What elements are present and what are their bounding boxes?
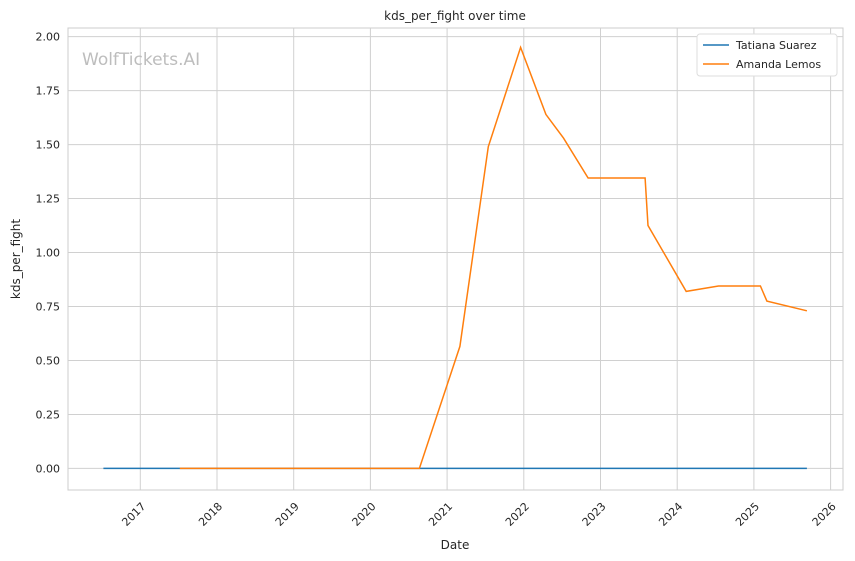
- y-tick-label: 0.25: [36, 408, 61, 421]
- plot-area: [67, 27, 844, 491]
- x-tick-label: 2020: [350, 500, 379, 529]
- x-axis-label: Date: [441, 538, 470, 552]
- x-tick-label: 2024: [656, 500, 685, 529]
- legend: Tatiana Suarez Amanda Lemos: [696, 33, 838, 77]
- x-tick-label: 2022: [503, 500, 532, 529]
- x-tick-label: 2021: [426, 500, 455, 529]
- series-line-1: [179, 45, 808, 470]
- x-tick-label: 2026: [810, 500, 839, 529]
- y-tick-label: 1.00: [36, 247, 61, 260]
- y-tick-label: 1.75: [36, 85, 61, 98]
- y-tick-label: 0.00: [36, 462, 61, 475]
- x-tick-label: 2023: [580, 500, 609, 529]
- x-tick-label: 2017: [119, 500, 148, 529]
- x-tick-label: 2018: [196, 500, 225, 529]
- y-tick-label: 1.50: [36, 139, 61, 152]
- y-tick-label: 1.25: [36, 193, 61, 206]
- y-tick-label: 0.75: [36, 300, 61, 313]
- x-tick-label: 2019: [273, 500, 302, 529]
- x-tick-label: 2025: [733, 500, 762, 529]
- chart-title: kds_per_fight over time: [384, 9, 526, 23]
- y-tick-label: 0.50: [36, 354, 61, 367]
- legend-label-tatiana: Tatiana Suarez: [735, 39, 817, 52]
- y-axis-label: kds_per_fight: [9, 219, 23, 300]
- y-tick-label: 2.00: [36, 31, 61, 44]
- watermark: WolfTickets.AI: [82, 50, 200, 70]
- legend-label-amanda: Amanda Lemos: [736, 58, 821, 71]
